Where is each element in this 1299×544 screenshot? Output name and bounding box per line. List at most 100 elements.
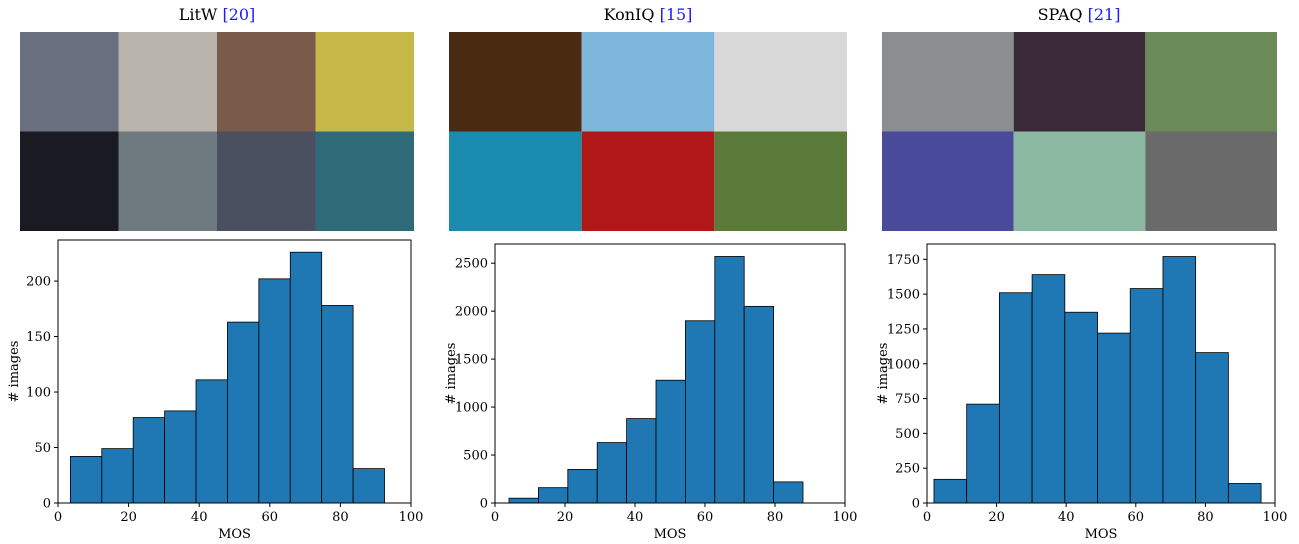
panel-title: SPAQ [21] — [1038, 5, 1121, 24]
histogram-bar — [597, 443, 626, 503]
x-tick-label: 100 — [1263, 510, 1288, 525]
y-tick-label: 1000 — [455, 401, 488, 416]
histogram-bar — [774, 482, 803, 503]
y-tick-label: 1750 — [887, 253, 920, 268]
x-tick-label: 100 — [833, 510, 858, 525]
histogram-bar — [999, 293, 1032, 503]
photo — [20, 32, 119, 132]
x-tick-label: 40 — [191, 510, 208, 525]
histogram-bar — [322, 305, 353, 503]
x-tick-label: 80 — [767, 510, 784, 525]
title-text: KonIQ — [604, 5, 655, 24]
photo — [582, 32, 715, 132]
histogram-bar — [1228, 484, 1261, 503]
photo — [20, 132, 119, 232]
histogram-bar — [290, 252, 321, 503]
histogram-bar — [1196, 353, 1229, 503]
y-tick-label: 2000 — [455, 305, 488, 320]
histogram-bar — [685, 321, 714, 503]
photo — [1014, 32, 1146, 132]
histogram-bar — [509, 498, 538, 503]
x-tick-label: 20 — [988, 510, 1005, 525]
x-tick-label: 20 — [557, 510, 574, 525]
photo — [217, 32, 316, 132]
x-tick-label: 80 — [1197, 510, 1214, 525]
x-tick-label: 40 — [1058, 510, 1075, 525]
x-tick-label: 40 — [627, 510, 644, 525]
histogram-bar — [1130, 289, 1163, 503]
x-axis-label: MOS — [1085, 527, 1118, 540]
x-tick-label: 0 — [491, 510, 499, 525]
y-tick-label: 0 — [43, 497, 51, 512]
histogram-bar — [967, 404, 1000, 503]
photo — [1145, 32, 1277, 132]
histogram-bar — [353, 469, 384, 503]
photo — [119, 32, 218, 132]
histogram-bar — [1163, 257, 1196, 503]
panel-title: KonIQ [15] — [604, 5, 693, 24]
histogram-bar — [656, 380, 685, 503]
photo — [1014, 132, 1146, 232]
histogram-bar — [715, 256, 744, 503]
histogram-bar — [538, 488, 567, 503]
photo — [217, 132, 316, 232]
title-text: LitW — [179, 5, 218, 24]
x-tick-label: 0 — [923, 510, 931, 525]
photo — [582, 132, 715, 232]
y-tick-label: 50 — [34, 441, 51, 456]
photo — [1145, 132, 1277, 232]
x-axis-label: MOS — [654, 527, 687, 540]
y-axis-label: # images — [876, 343, 891, 405]
x-tick-label: 100 — [399, 510, 424, 525]
histogram-bar — [1065, 312, 1098, 503]
x-tick-label: 60 — [262, 510, 279, 525]
title-text: SPAQ — [1038, 5, 1083, 24]
x-tick-label: 20 — [120, 510, 137, 525]
x-axis-label: MOS — [218, 527, 251, 540]
y-axis-label: # images — [7, 341, 22, 403]
y-tick-label: 2500 — [455, 257, 488, 272]
citation: [20] — [222, 5, 255, 24]
figure: LitW [20]020406080100050100150200MOS# im… — [0, 0, 1299, 540]
histogram-bar — [1032, 275, 1065, 503]
histogram-bar — [196, 380, 227, 503]
y-tick-label: 200 — [26, 275, 51, 290]
y-tick-label: 750 — [895, 392, 920, 407]
y-tick-label: 1500 — [887, 288, 920, 303]
histogram-bar — [165, 411, 196, 503]
y-tick-label: 500 — [463, 449, 488, 464]
x-tick-label: 60 — [697, 510, 714, 525]
histogram-bar — [227, 322, 258, 503]
histogram-bar — [627, 419, 656, 503]
photo — [882, 132, 1014, 232]
histogram-bar — [133, 418, 164, 503]
y-tick-label: 100 — [26, 386, 51, 401]
y-tick-label: 1250 — [887, 322, 920, 337]
photo — [119, 132, 218, 232]
y-tick-label: 0 — [480, 497, 488, 512]
histogram-bar — [744, 306, 773, 503]
panel-title: LitW [20] — [179, 5, 256, 24]
x-tick-label: 60 — [1128, 510, 1145, 525]
photo — [714, 132, 847, 232]
histogram-bar — [568, 469, 597, 503]
x-tick-label: 0 — [54, 510, 62, 525]
photo — [316, 32, 415, 132]
histogram-bar — [1098, 333, 1131, 503]
photo — [449, 132, 582, 232]
citation: [21] — [1088, 5, 1121, 24]
histogram-bar — [259, 279, 290, 503]
y-axis-label: # images — [444, 343, 459, 405]
x-tick-label: 80 — [332, 510, 349, 525]
photo — [882, 32, 1014, 132]
photo — [714, 32, 847, 132]
citation: [15] — [660, 5, 693, 24]
photo — [449, 32, 582, 132]
y-tick-label: 150 — [26, 330, 51, 345]
y-tick-label: 1500 — [455, 353, 488, 368]
histogram-bar — [102, 449, 133, 503]
histogram-bar — [70, 456, 101, 503]
histogram-bar — [934, 479, 967, 503]
y-tick-label: 500 — [895, 427, 920, 442]
y-tick-label: 0 — [912, 497, 920, 512]
